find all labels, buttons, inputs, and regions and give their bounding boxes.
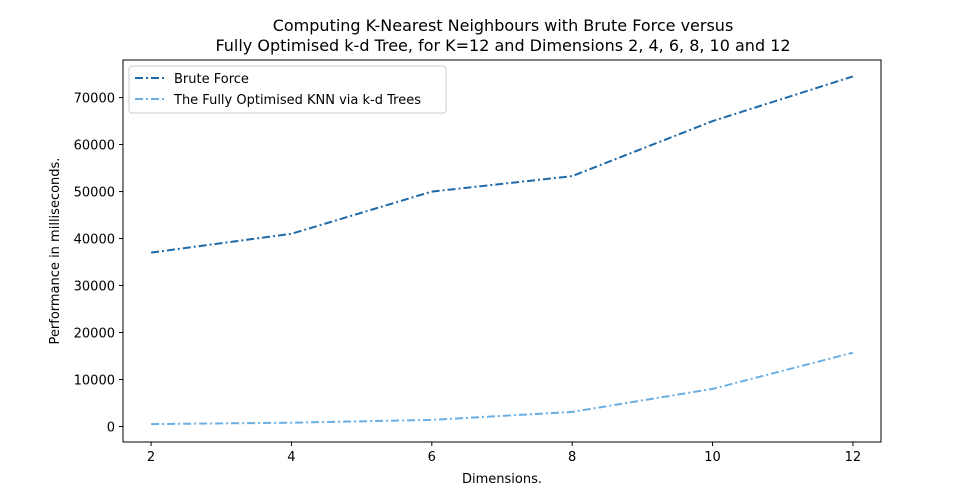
x-tick-label: 2	[147, 450, 155, 465]
legend-label-kd-tree: The Fully Optimised KNN via k-d Trees	[173, 93, 421, 108]
series-lines	[150, 75, 854, 426]
y-tick-label: 50000	[74, 186, 115, 201]
x-tick-label: 6	[428, 450, 436, 465]
series-line-0	[150, 75, 854, 254]
x-tick-label: 8	[568, 450, 576, 465]
x-tick-label: 10	[704, 450, 721, 465]
y-tick-label: 70000	[74, 92, 115, 107]
plot-area	[122, 59, 882, 443]
x-axis: 2 4 6 8 10 12	[147, 442, 861, 465]
y-tick-label: 20000	[74, 327, 115, 342]
y-tick-label: 10000	[74, 374, 115, 389]
x-tick-label: 4	[287, 450, 295, 465]
chart-title-line-2: Fully Optimised k-d Tree, for K=12 and D…	[215, 36, 790, 55]
legend-box	[128, 65, 447, 114]
legend-label-brute-force: Brute Force	[174, 72, 249, 87]
chart-title-line-1: Computing K-Nearest Neighbours with Brut…	[273, 16, 734, 35]
legend: Brute Force The Fully Optimised KNN via …	[128, 65, 447, 114]
series-line-1	[151, 351, 854, 426]
x-tick-label: 12	[845, 450, 862, 465]
y-tick-label: 60000	[74, 139, 115, 154]
y-tick-label: 40000	[74, 233, 115, 248]
y-axis-label: Performance in milliseconds.	[48, 158, 63, 345]
y-axis: 0 10000 20000 30000 40000 50000 60000 70000	[74, 92, 123, 435]
y-tick-label: 0	[107, 420, 115, 435]
x-axis-label: Dimensions.	[462, 472, 542, 487]
y-tick-label: 30000	[74, 280, 115, 295]
